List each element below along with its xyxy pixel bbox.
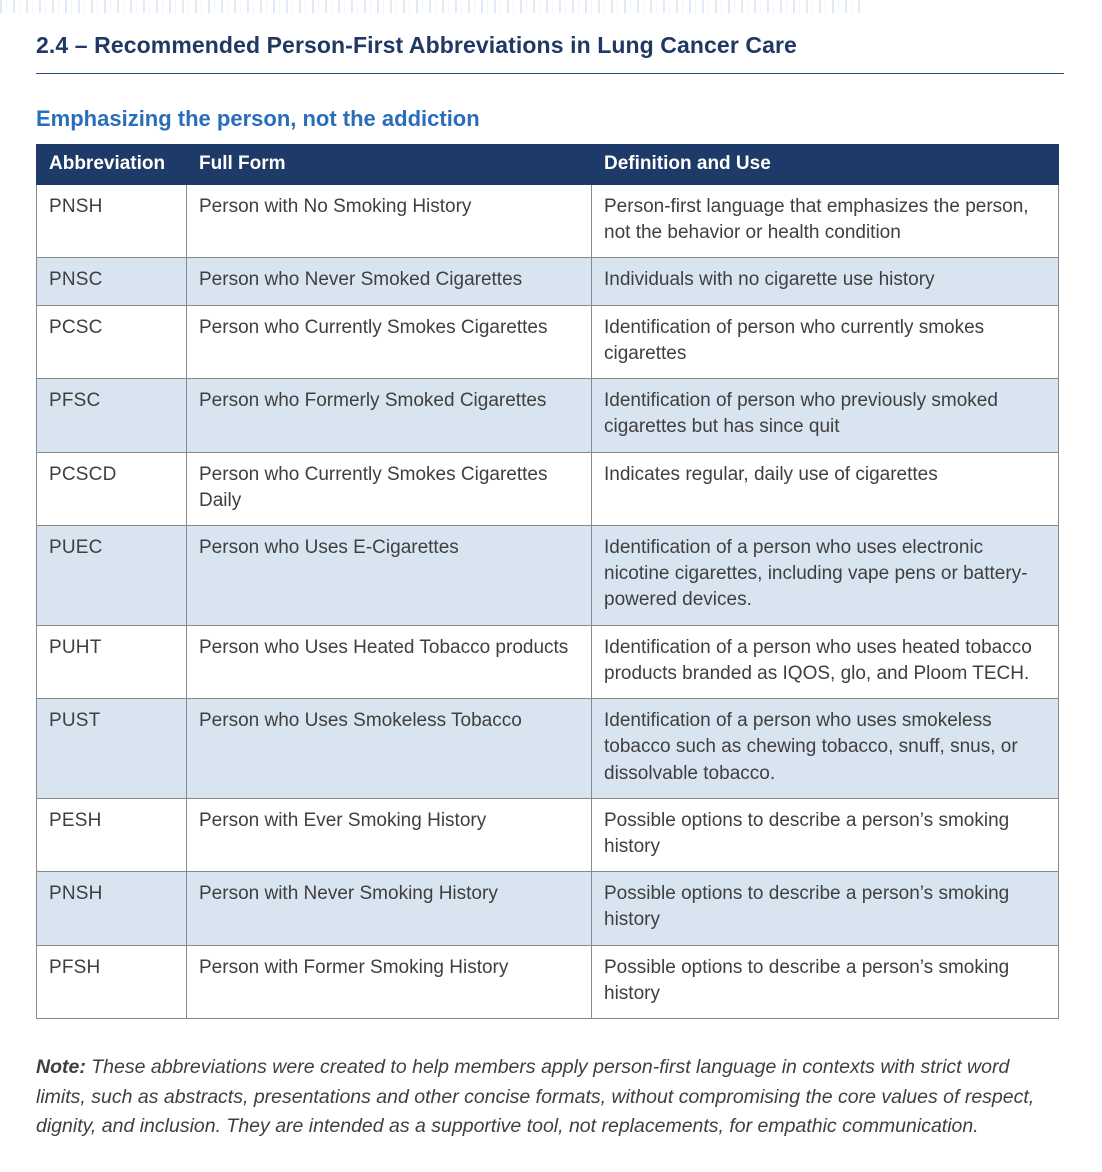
column-header-full-form: Full Form — [186, 144, 592, 185]
footnote-label: Note: — [36, 1056, 86, 1079]
cell-definition: Person-first language that emphasizes th… — [591, 183, 1059, 259]
column-header-definition: Definition and Use — [591, 144, 1059, 185]
cell-definition: Possible options to describe a person’s … — [591, 871, 1059, 946]
table-header-row: Abbreviation Full Form Definition and Us… — [36, 144, 1059, 185]
cell-definition: Identification of a person who uses smok… — [591, 698, 1059, 799]
cell-abbreviation: PCSC — [36, 304, 187, 380]
cell-full-form: Person with Never Smoking History — [186, 871, 592, 946]
cell-full-form: Person who Currently Smokes Cigarettes — [186, 304, 592, 380]
cell-abbreviation: PESH — [36, 797, 187, 873]
cell-definition: Identification of a person who uses elec… — [591, 524, 1059, 626]
table-row: PCSCD Person who Currently Smokes Cigare… — [36, 451, 1059, 526]
cell-full-form: Person who Uses E-Cigarettes — [186, 524, 592, 626]
table-row: PUST Person who Uses Smokeless Tobacco I… — [36, 698, 1059, 799]
cell-full-form: Person who Uses Heated Tobacco products — [186, 624, 592, 700]
cell-definition: Identification of person who currently s… — [591, 304, 1059, 380]
cell-definition: Possible options to describe a person’s … — [591, 797, 1059, 873]
footnote-text: These abbreviations were created to help… — [36, 1056, 1035, 1138]
cell-full-form: Person who Currently Smokes Cigarettes D… — [186, 451, 592, 526]
table-row: PESH Person with Ever Smoking History Po… — [36, 797, 1059, 873]
cell-abbreviation: PUEC — [36, 524, 187, 626]
table-row: PNSC Person who Never Smoked Cigarettes … — [36, 257, 1059, 306]
cell-full-form: Person with No Smoking History — [186, 183, 592, 259]
cell-abbreviation: PNSH — [36, 871, 187, 946]
cell-full-form: Person with Ever Smoking History — [186, 797, 592, 873]
cell-definition: Individuals with no cigarette use histor… — [591, 257, 1059, 306]
cell-abbreviation: PCSCD — [36, 451, 187, 526]
cell-definition: Indicates regular, daily use of cigarett… — [591, 451, 1059, 526]
cell-definition: Possible options to describe a person’s … — [591, 944, 1059, 1020]
cell-abbreviation: PFSC — [36, 378, 187, 453]
table-row: PCSC Person who Currently Smokes Cigaret… — [36, 304, 1059, 380]
section-subtitle: Emphasizing the person, not the addictio… — [36, 106, 480, 131]
cell-full-form: Person with Former Smoking History — [186, 944, 592, 1020]
table-row: PNSH Person with No Smoking History Pers… — [36, 183, 1059, 259]
cell-abbreviation: PNSH — [36, 183, 187, 259]
footnote: Note: These abbreviations were created t… — [36, 1053, 1046, 1142]
table-row: PNSH Person with Never Smoking History P… — [36, 871, 1059, 946]
cell-abbreviation: PUST — [36, 698, 187, 799]
table-row: PFSC Person who Formerly Smoked Cigarett… — [36, 378, 1059, 453]
cell-full-form: Person who Uses Smokeless Tobacco — [186, 698, 592, 799]
page-title: 2.4 – Recommended Person-First Abbreviat… — [36, 32, 797, 58]
cell-definition: Identification of person who previously … — [591, 378, 1059, 453]
cell-full-form: Person who Never Smoked Cigarettes — [186, 257, 592, 306]
table-row: PFSH Person with Former Smoking History … — [36, 944, 1059, 1020]
title-divider — [36, 73, 1064, 74]
cell-definition: Identification of a person who uses heat… — [591, 624, 1059, 700]
cell-abbreviation: PFSH — [36, 944, 187, 1020]
cell-full-form: Person who Formerly Smoked Cigarettes — [186, 378, 592, 453]
cell-abbreviation: PUHT — [36, 624, 187, 700]
table-row: PUEC Person who Uses E-Cigarettes Identi… — [36, 524, 1059, 626]
table-row: PUHT Person who Uses Heated Tobacco prod… — [36, 624, 1059, 700]
cell-abbreviation: PNSC — [36, 257, 187, 306]
column-header-abbreviation: Abbreviation — [36, 144, 187, 185]
scan-artifact — [0, 0, 860, 13]
abbreviations-table: Abbreviation Full Form Definition and Us… — [36, 144, 1059, 1020]
